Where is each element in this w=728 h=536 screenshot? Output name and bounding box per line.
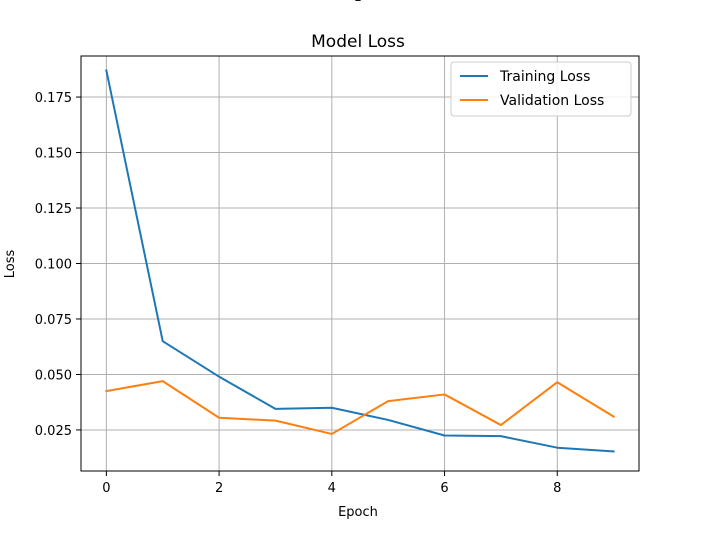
- x-axis: 0 2 4 6 8: [102, 471, 561, 496]
- legend-item: Training Loss: [460, 69, 590, 85]
- y-tick-label: 0.075: [35, 313, 72, 328]
- y-tick-3: 0.100: [35, 258, 81, 273]
- chart-title: Model Loss: [311, 32, 405, 52]
- x-tick-label: 2: [215, 481, 223, 496]
- y-tick-4: 0.125: [35, 202, 81, 217]
- x-tick-label: 0: [102, 481, 110, 496]
- x-tick-label: 4: [328, 481, 336, 496]
- y-tick-label: 0.125: [35, 202, 72, 217]
- legend-label: Training Loss: [499, 69, 590, 85]
- legend-box: [450, 61, 632, 117]
- y-tick-label: 0.025: [35, 424, 72, 439]
- x-tick-0: 0: [102, 471, 111, 496]
- y-tick-2: 0.075: [35, 313, 81, 328]
- x-tick-label: 6: [440, 481, 448, 496]
- series-layer: [105, 69, 616, 453]
- x-tick-1: 2: [215, 471, 223, 496]
- y-tick-label: 0.150: [35, 147, 72, 162]
- y-tick-1: 0.050: [35, 368, 81, 383]
- x-tick-3: 6: [440, 471, 449, 496]
- y-axis-label: Loss: [3, 250, 18, 279]
- y-axis: 0.025 0.050 0.075 0.100 0.125 0.150 0.175: [35, 91, 81, 439]
- y-tick-label: 0.100: [35, 258, 72, 273]
- legend-label: Validation Loss: [500, 93, 604, 109]
- y-tick-6: 0.175: [35, 91, 81, 106]
- legend-item: Validation Loss: [460, 93, 604, 109]
- y-tick-5: 0.150: [35, 147, 81, 162]
- series-line-validation-loss: [105, 380, 616, 435]
- x-axis-label: Epoch: [338, 505, 378, 520]
- y-tick-label: 0.175: [35, 91, 72, 106]
- legend: Training Loss Validation Loss: [450, 61, 632, 117]
- x-tick-label: 8: [553, 481, 561, 496]
- y-tick-0: 0.025: [35, 424, 81, 439]
- grid-lines: [81, 56, 639, 471]
- series-line-training-loss: [105, 69, 615, 453]
- top-cut-text: –: [355, 0, 362, 8]
- x-tick-4: 8: [553, 471, 561, 496]
- x-tick-2: 4: [328, 471, 336, 496]
- y-tick-label: 0.050: [35, 368, 72, 383]
